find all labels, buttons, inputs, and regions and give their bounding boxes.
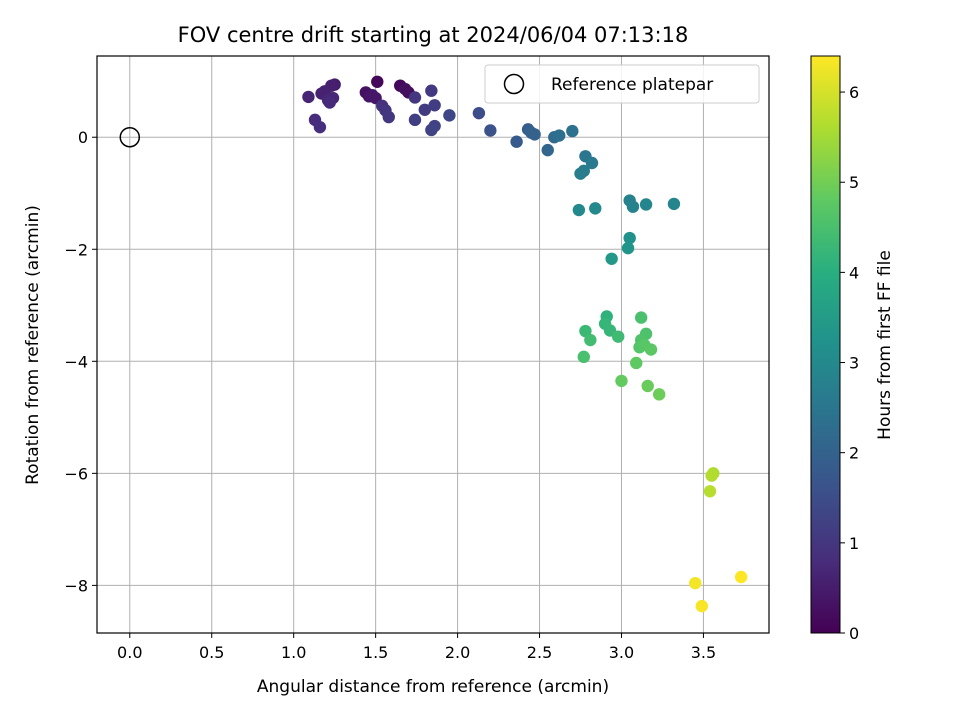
y-axis-label: Rotation from reference (arcmin) bbox=[23, 205, 43, 485]
colorbar-tick-label: 5 bbox=[849, 173, 859, 192]
y-axis-ticks: 0 −2 −4 −6 −8 bbox=[64, 128, 97, 595]
colorbar-tick-label: 4 bbox=[849, 263, 859, 282]
legend-entry-reference: Reference platepar bbox=[551, 75, 713, 95]
x-tick-label: 0.0 bbox=[117, 643, 142, 662]
data-point bbox=[639, 198, 653, 211]
legend-box bbox=[484, 64, 760, 104]
data-point bbox=[577, 350, 590, 364]
data-point bbox=[418, 103, 432, 116]
data-point bbox=[612, 330, 625, 343]
data-point bbox=[584, 333, 597, 347]
data-point bbox=[443, 109, 456, 122]
data-point bbox=[689, 576, 702, 590]
data-point bbox=[652, 388, 666, 401]
data-point bbox=[703, 485, 717, 498]
x-tick-label: 2.0 bbox=[445, 643, 470, 662]
x-tick-label: 0.5 bbox=[199, 643, 224, 662]
data-point bbox=[382, 110, 395, 124]
x-tick-label: 1.0 bbox=[281, 643, 306, 662]
y-tick-label: −4 bbox=[64, 352, 88, 371]
y-tick-label: 0 bbox=[78, 128, 88, 147]
colorbar-ticks: 0 1 2 3 4 5 6 bbox=[840, 83, 859, 643]
x-tick-label: 3.0 bbox=[609, 643, 634, 662]
plot-frame bbox=[96, 55, 770, 634]
chart-title: FOV centre drift starting at 2024/06/04 … bbox=[178, 23, 689, 47]
data-point bbox=[428, 99, 441, 112]
x-tick-label: 2.5 bbox=[527, 643, 552, 662]
data-point bbox=[634, 311, 648, 324]
data-point bbox=[585, 156, 599, 170]
colorbar bbox=[810, 55, 841, 634]
data-point bbox=[705, 469, 718, 482]
data-point bbox=[621, 241, 635, 255]
colorbar-tick-label: 0 bbox=[849, 624, 859, 643]
legend: Reference platepar bbox=[484, 64, 760, 104]
data-point bbox=[626, 200, 640, 213]
colorbar-tick-label: 2 bbox=[849, 444, 859, 463]
data-point bbox=[574, 167, 587, 180]
data-point bbox=[623, 231, 636, 245]
data-point bbox=[589, 202, 602, 215]
data-point bbox=[667, 197, 681, 211]
x-axis-label: Angular distance from reference (arcmin) bbox=[257, 677, 609, 697]
data-point bbox=[605, 252, 618, 265]
y-tick-label: −2 bbox=[64, 240, 88, 259]
data-point bbox=[323, 96, 336, 109]
data-point bbox=[484, 124, 497, 137]
colorbar-tick-label: 6 bbox=[849, 83, 859, 102]
data-point bbox=[425, 84, 438, 97]
data-point bbox=[472, 106, 486, 120]
data-point bbox=[408, 91, 422, 104]
colorbar-tick-label: 3 bbox=[849, 354, 859, 373]
y-tick-label: −8 bbox=[64, 576, 88, 595]
data-point bbox=[398, 82, 412, 96]
data-point bbox=[630, 356, 643, 370]
data-point bbox=[644, 343, 658, 356]
data-point bbox=[525, 126, 538, 139]
colorbar-label: Hours from first FF file bbox=[875, 250, 895, 440]
x-tick-label: 1.5 bbox=[363, 643, 388, 662]
data-point bbox=[425, 123, 438, 137]
grid-lines bbox=[97, 56, 769, 633]
data-point bbox=[366, 89, 379, 102]
data-point bbox=[695, 599, 708, 613]
data-point bbox=[541, 143, 554, 157]
data-point bbox=[510, 135, 523, 148]
data-point bbox=[313, 120, 327, 134]
data-point bbox=[734, 570, 748, 584]
data-point bbox=[641, 379, 654, 393]
data-points bbox=[302, 75, 748, 613]
data-point bbox=[408, 113, 422, 127]
data-point bbox=[302, 90, 315, 104]
data-point bbox=[553, 129, 566, 142]
data-point bbox=[566, 124, 579, 138]
data-point bbox=[615, 374, 628, 388]
data-point bbox=[371, 75, 384, 88]
y-tick-label: −6 bbox=[64, 464, 88, 483]
data-point bbox=[572, 203, 586, 217]
x-tick-label: 3.5 bbox=[691, 643, 716, 662]
x-axis-ticks: 0.0 0.5 1.0 1.5 2.0 2.5 3.0 3.5 bbox=[117, 633, 716, 662]
colorbar-tick-label: 1 bbox=[849, 534, 859, 553]
legend-marker-icon bbox=[503, 73, 525, 95]
reference-point-marker bbox=[119, 126, 141, 148]
